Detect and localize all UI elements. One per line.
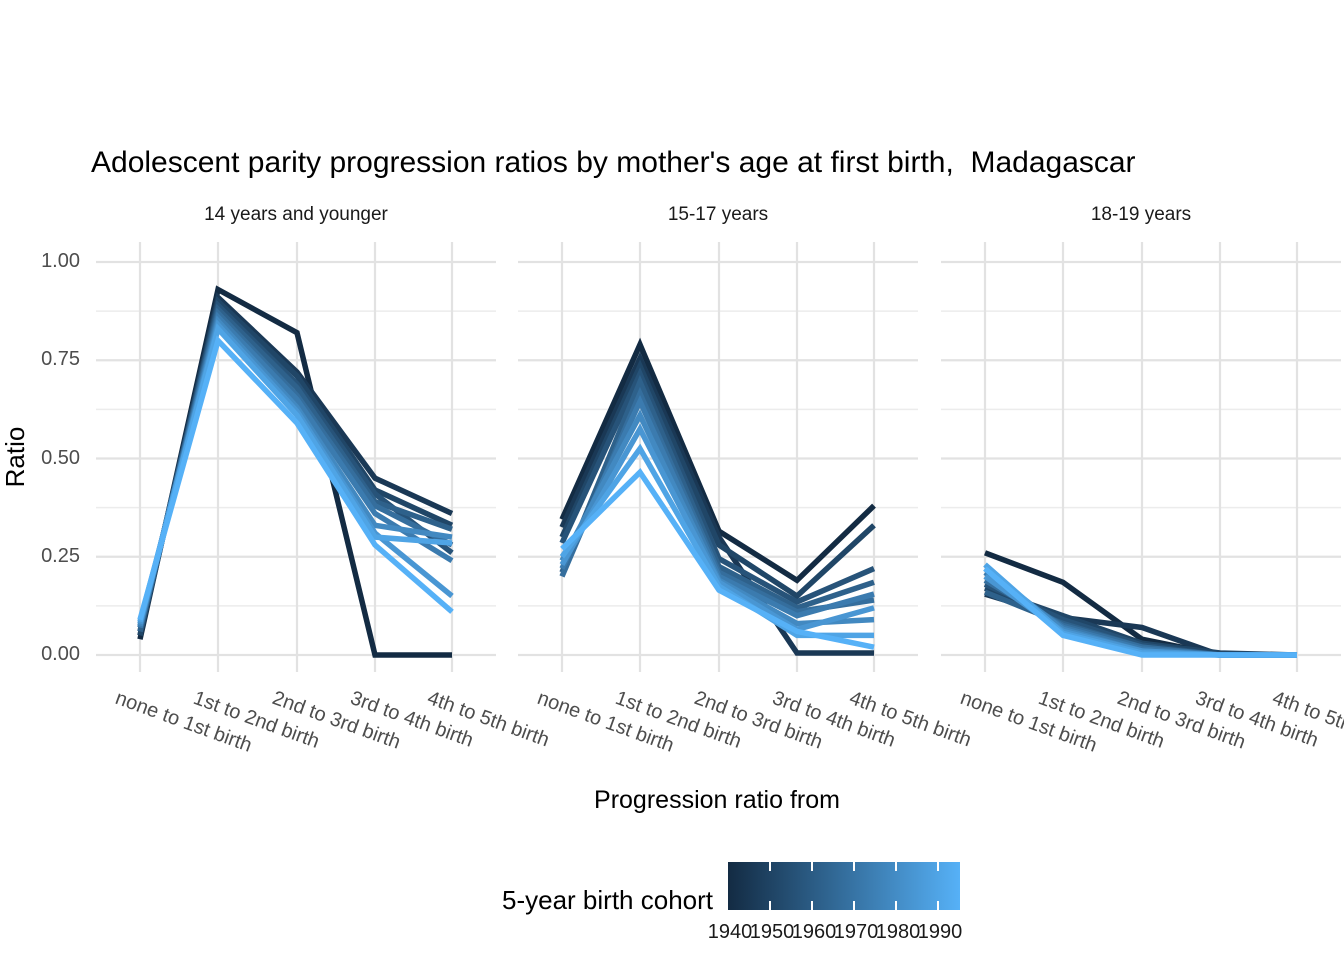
legend-tick-label: 1940 [707,921,753,943]
legend-tick-label: 1960 [791,921,837,943]
colorbar-tick [769,901,771,910]
y-tick-label: 1.00 [41,250,80,272]
colorbar-tick [811,901,813,910]
cohort-line-1990 [983,566,1297,658]
legend-title: 5-year birth cohort [502,885,713,915]
y-tick-label: 0.25 [41,544,80,567]
legend-colorbar-gradient [728,862,960,910]
colorbar-tick [811,862,813,871]
x-axis-title: Progression ratio from [594,786,840,814]
legend-tick-label: 1950 [749,921,795,943]
cohort-line-1990 [137,335,454,621]
colorbar-tick [853,901,855,910]
y-tick-label: 0.00 [41,643,80,665]
cohort-line-1950 [559,359,876,600]
colorbar-tick [937,862,939,871]
facet-panel-14-and-younger [96,242,496,672]
legend-tick-label: 1990 [917,921,963,943]
chart-title: Adolescent parity progression ratios by … [91,146,1136,179]
colorbar-tick [853,862,855,871]
y-tick-label: 0.75 [41,348,80,371]
legend-tick-label: 1980 [875,921,921,943]
cohort-line-1955 [559,367,876,606]
facet-strip-18-19: 18-19 years [1090,204,1192,225]
facet-panel-18-19 [941,242,1341,672]
colorbar-tick [895,862,897,871]
facet-strip-15-17: 15-17 years [667,204,769,225]
colorbar-tick [769,862,771,871]
cohort-line-1945 [559,351,874,656]
colorbar-tick [937,901,939,910]
legend-tick-label: 1970 [833,921,879,943]
y-tick-label: 0.50 [41,446,80,469]
colorbar-tick [895,901,897,910]
facet-strip-14-and-younger: 14 years and younger [204,204,388,225]
cohort-line-1990 [560,467,875,650]
facet-panel-15-17 [518,242,918,672]
